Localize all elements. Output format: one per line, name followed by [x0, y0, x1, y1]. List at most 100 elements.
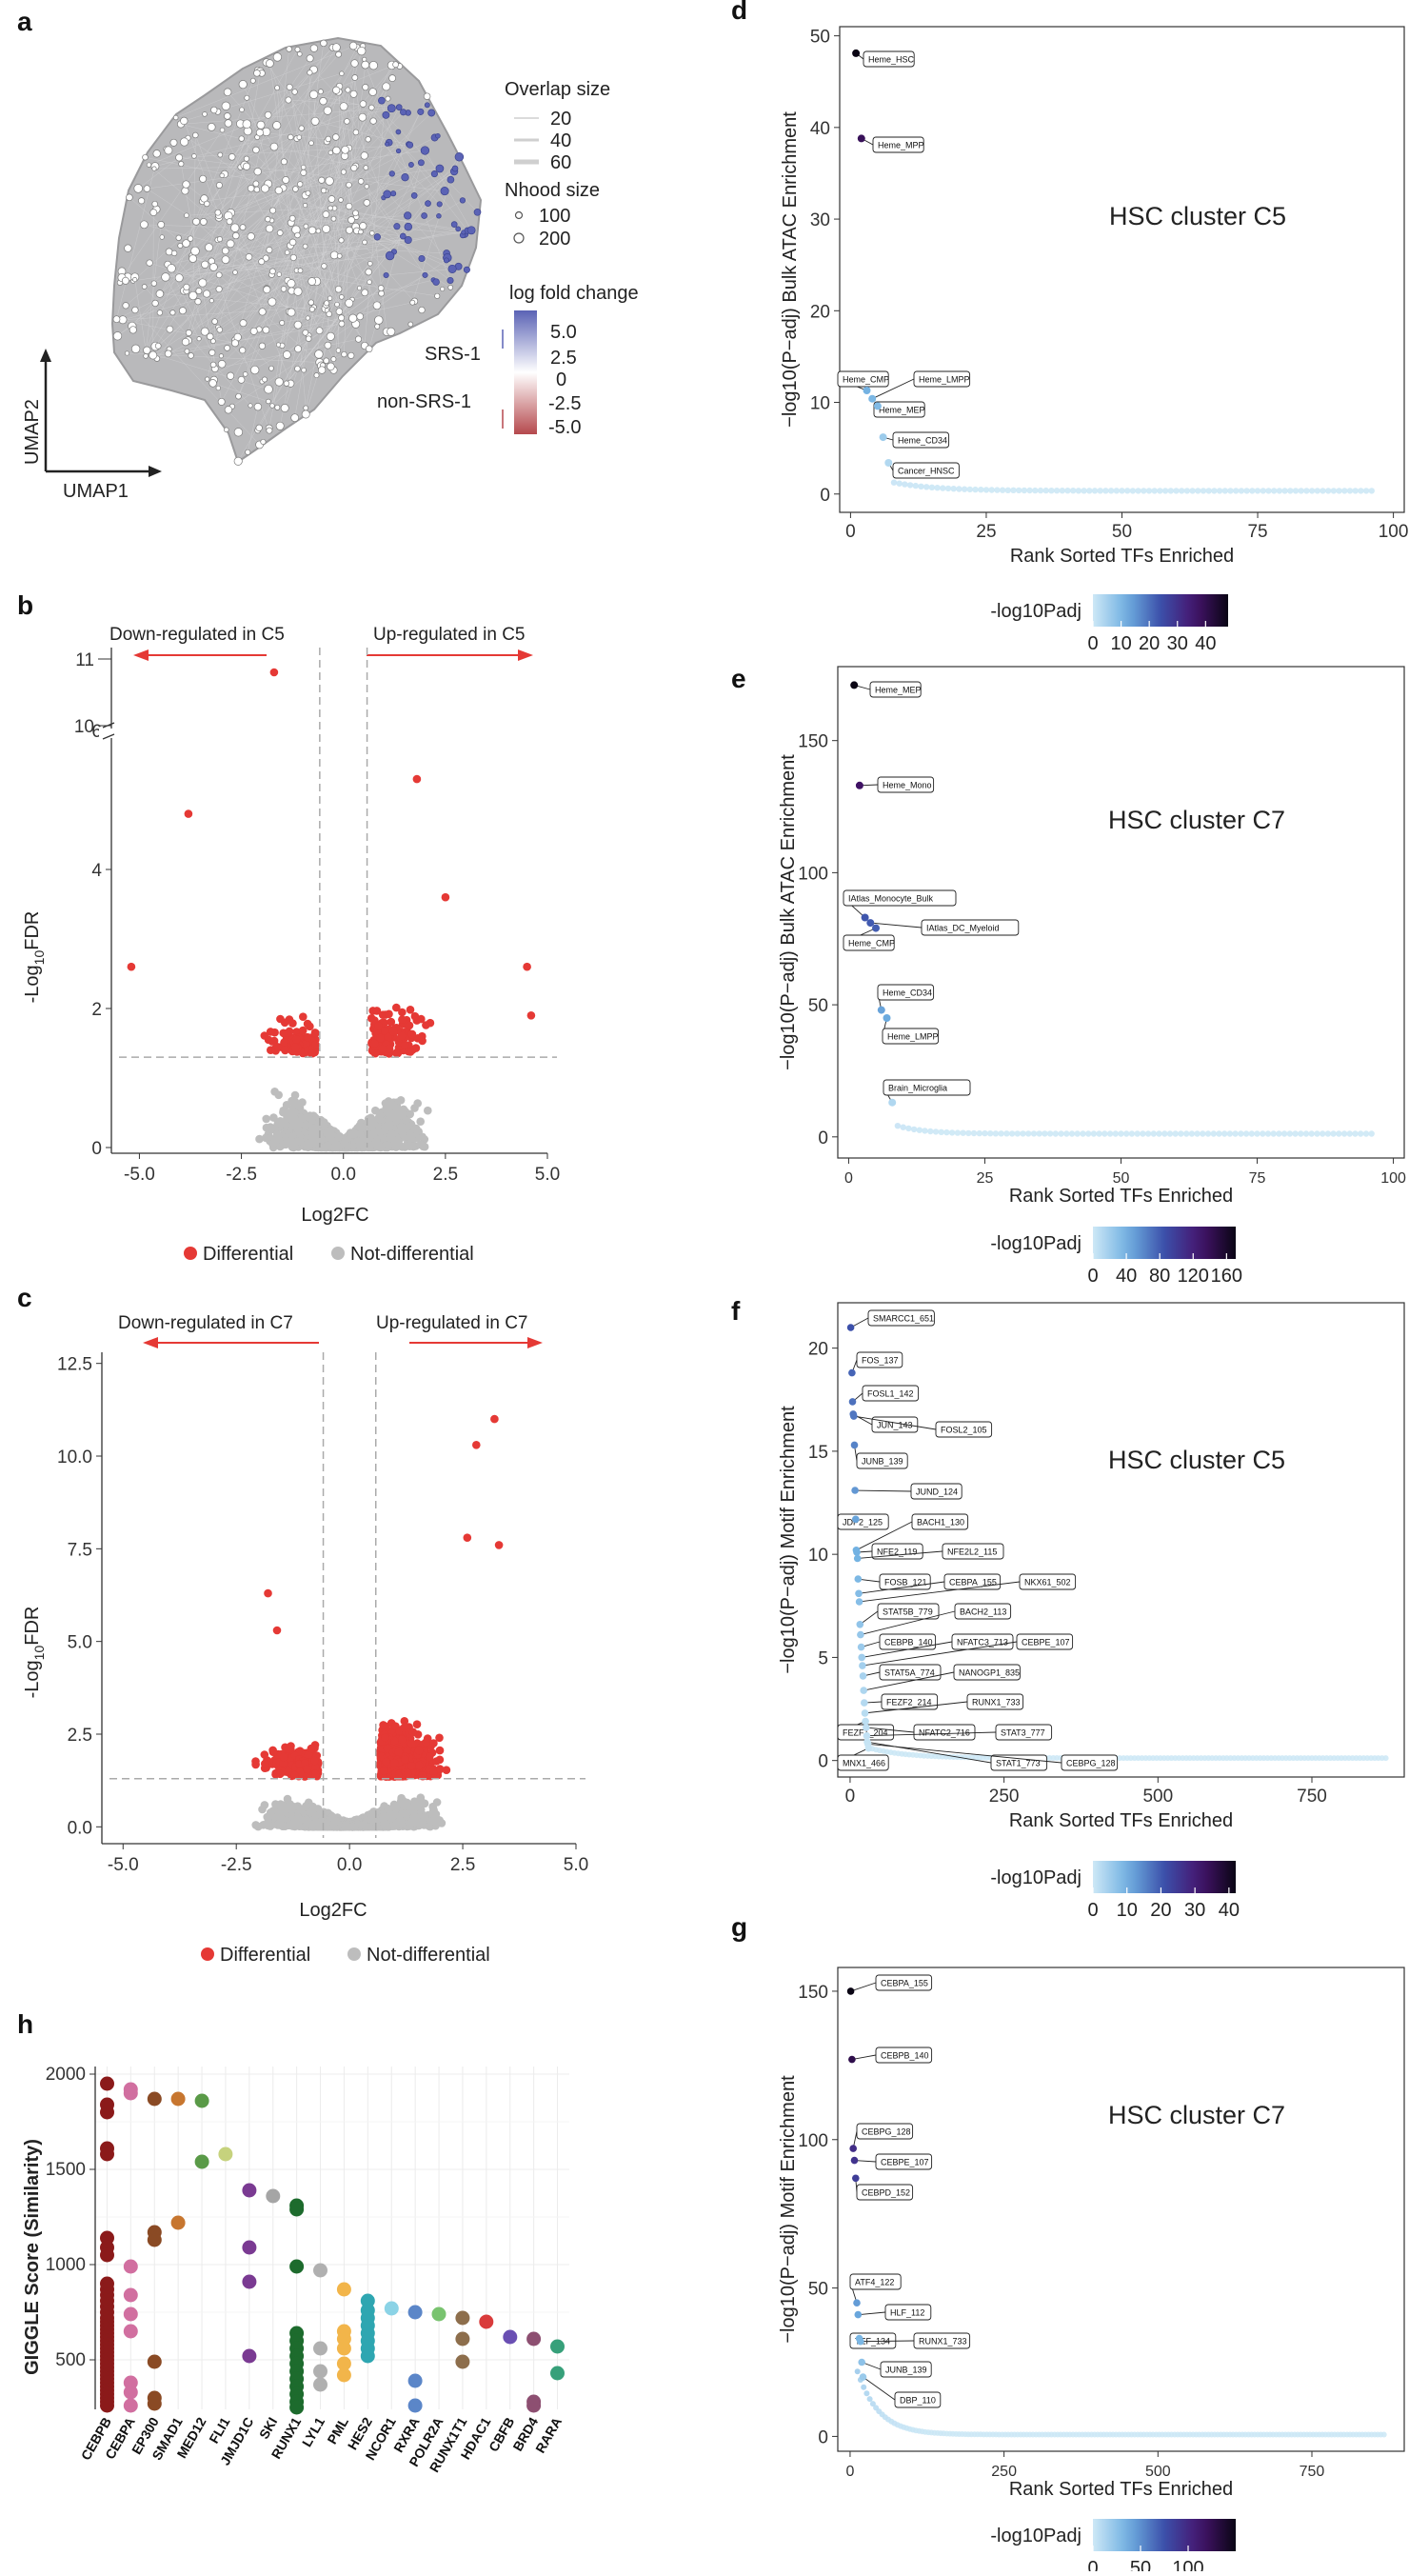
- umap-node: [253, 181, 259, 187]
- umap-node: [275, 405, 280, 409]
- umap-node: [210, 362, 216, 368]
- umap-node: [199, 279, 207, 287]
- volcano-point-diff: [373, 1007, 382, 1015]
- umap-node: [301, 165, 306, 170]
- volcano-point-diff: [291, 1044, 300, 1052]
- volcano-point-ns: [262, 1115, 270, 1124]
- volcano-point-diff: [398, 1008, 407, 1017]
- umap-node: [200, 175, 207, 182]
- umap-node: [203, 112, 208, 117]
- umap-node: [277, 272, 282, 277]
- volcano-point-diff: [385, 1010, 393, 1019]
- umap-node: [259, 343, 266, 349]
- umap-node: [207, 333, 213, 340]
- b-legend-differential: Differential: [203, 1244, 293, 1265]
- umap-node: [389, 171, 395, 177]
- umap-node: [186, 329, 191, 335]
- umap-node: [222, 102, 230, 110]
- volcano-point-diff: [280, 1038, 288, 1047]
- umap-node: [168, 265, 176, 273]
- umap-node: [322, 264, 327, 270]
- b-legend: Differential Not-differential: [184, 1244, 474, 1265]
- umap-node: [243, 372, 248, 377]
- umap-node: [342, 146, 349, 153]
- umap-node: [378, 97, 385, 104]
- umap-node: [332, 134, 339, 141]
- umap-node: [196, 288, 202, 293]
- overlap-size-title: Overlap size: [505, 79, 610, 100]
- umap-node: [257, 121, 265, 129]
- umap-node: [228, 153, 235, 160]
- umap-node: [227, 372, 233, 379]
- umap-node: [297, 51, 302, 56]
- volcano-point-diff: [311, 1041, 320, 1049]
- umap-node: [306, 190, 310, 195]
- umap-node: [328, 150, 333, 155]
- umap-node: [283, 176, 289, 183]
- umap-node: [304, 224, 308, 229]
- umap-node: [357, 47, 366, 55]
- umap-node: [309, 307, 314, 311]
- volcano-point-diff: [389, 1028, 398, 1036]
- umap-node: [205, 244, 212, 251]
- umap-node: [152, 167, 156, 170]
- umap-node: [310, 45, 318, 52]
- b-x-label: Log2FC: [301, 1205, 368, 1226]
- volcano-point-ns: [392, 1116, 401, 1125]
- umap-node: [189, 353, 194, 359]
- umap-node: [275, 378, 283, 386]
- umap-node: [225, 345, 230, 350]
- umap-node: [386, 251, 394, 260]
- volcano-point-diff: [308, 1049, 317, 1058]
- umap-node: [245, 95, 249, 100]
- volcano-point-diff: [185, 809, 193, 818]
- volcano-point-diff: [392, 1048, 401, 1057]
- umap-node: [231, 340, 238, 347]
- umap-node: [206, 377, 209, 381]
- umap-node: [134, 185, 143, 193]
- umap-node: [306, 336, 311, 342]
- lfc-tick-0: 0: [556, 369, 566, 390]
- umap-node: [462, 230, 466, 234]
- volcano-point-ns: [376, 1111, 385, 1120]
- umap-node: [304, 406, 308, 410]
- umap-node: [336, 309, 343, 315]
- umap-node: [331, 357, 336, 362]
- umap-node: [152, 300, 159, 307]
- volcano-point-ns: [298, 1098, 307, 1107]
- umap-node: [162, 273, 170, 282]
- umap-node: [348, 217, 355, 224]
- umap-node: [437, 202, 442, 207]
- volcano-point-ns: [385, 1142, 393, 1150]
- umap-node: [250, 78, 255, 83]
- umap-node: [419, 307, 426, 313]
- umap-node: [370, 118, 377, 125]
- umap-node: [452, 166, 458, 171]
- umap-node: [349, 314, 357, 322]
- umap-node: [418, 109, 424, 114]
- umap-node: [455, 152, 464, 161]
- umap-node: [383, 111, 389, 118]
- y-tick-label: 0: [91, 1139, 102, 1159]
- volcano-point-ns: [308, 1137, 316, 1146]
- umap-node: [288, 280, 295, 288]
- volcano-point-diff: [527, 1011, 536, 1020]
- volcano-point-diff: [407, 1006, 415, 1014]
- umap-node: [384, 272, 388, 277]
- volcano-point-ns: [291, 1091, 300, 1100]
- volcano-point-diff: [370, 1039, 379, 1048]
- umap-node: [321, 188, 326, 192]
- umap-node: [358, 179, 364, 185]
- umap-node: [340, 71, 345, 76]
- y-tick-label: 4: [91, 861, 102, 881]
- umap-node: [359, 113, 367, 121]
- umap-y-label: UMAP2: [22, 399, 43, 465]
- volcano-point-ns: [302, 1121, 310, 1129]
- umap-node: [297, 182, 303, 188]
- umap-node: [267, 247, 272, 252]
- umap-node: [290, 254, 296, 260]
- umap-node: [288, 309, 295, 316]
- volcano-point-ns: [416, 1141, 425, 1149]
- umap-node: [158, 221, 165, 228]
- umap-node: [464, 267, 469, 272]
